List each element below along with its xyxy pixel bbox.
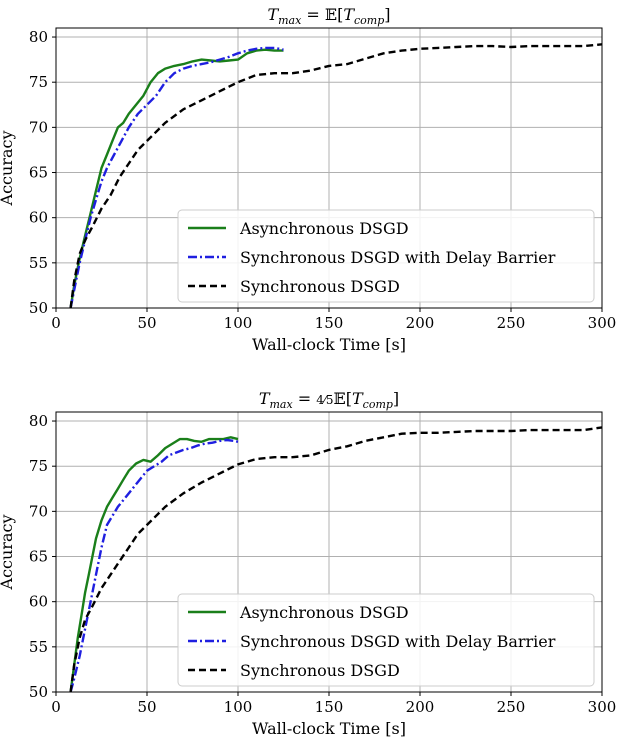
x-tick-label: 300: [588, 314, 617, 332]
title-frac: 4⁄5: [316, 393, 333, 407]
legend-label: Synchronous DSGD with Delay Barrier: [240, 248, 556, 267]
title-close: ]: [393, 389, 399, 408]
y-tick-label: 65: [29, 164, 48, 182]
x-tick-label: 100: [224, 698, 253, 716]
x-tick-label: 200: [406, 314, 435, 332]
y-tick-label: 70: [29, 118, 48, 136]
x-tick-label: 100: [224, 314, 253, 332]
x-axis-ticks: 0 50 100 150 200 250 300: [51, 692, 616, 716]
y-tick-label: 80: [29, 412, 48, 430]
x-tick-label: 150: [315, 314, 344, 332]
y-tick-label: 55: [29, 638, 48, 656]
title-rest: = 𝔼[: [301, 5, 343, 24]
legend: Asynchronous DSGD Synchronous DSGD with D…: [177, 209, 595, 303]
legend-label: Asynchronous DSGD: [239, 219, 409, 238]
y-tick-label: 60: [29, 209, 48, 227]
y-tick-label: 50: [29, 683, 48, 701]
title-sub2: comp: [363, 398, 393, 411]
y-tick-label: 80: [29, 28, 48, 46]
x-tick-label: 50: [137, 698, 156, 716]
legend-label: Asynchronous DSGD: [239, 603, 409, 622]
x-tick-label: 50: [137, 314, 156, 332]
x-tick-label: 0: [51, 698, 61, 716]
title-eq: =: [293, 389, 317, 408]
legend: Asynchronous DSGD Synchronous DSGD with D…: [177, 593, 595, 687]
title-t2: T: [352, 389, 364, 408]
chart-title: Tmax = 𝔼[Tcomp]: [267, 5, 390, 27]
title-t2: T: [343, 5, 355, 24]
legend-box: [177, 209, 595, 303]
chart-title: Tmax = 4⁄5𝔼[Tcomp]: [259, 389, 399, 411]
series-line-0: [69, 48, 284, 309]
x-axis-label: Wall-clock Time [s]: [252, 335, 406, 354]
y-axis-label: Accuracy: [0, 515, 16, 591]
y-tick-label: 55: [29, 254, 48, 272]
title-sub2: comp: [354, 14, 384, 27]
series-layer: [69, 43, 603, 309]
series-line-1: [69, 438, 239, 693]
y-tick-label: 50: [29, 299, 48, 317]
x-axis-ticks: 0 50 100 150 200 250 300: [51, 308, 616, 332]
y-tick-label: 75: [29, 457, 48, 475]
series-layer: [69, 426, 603, 693]
y-tick-label: 60: [29, 593, 48, 611]
legend-label: Synchronous DSGD with Delay Barrier: [240, 632, 556, 651]
series-line-1: [69, 46, 284, 309]
x-tick-label: 150: [315, 698, 344, 716]
legend-box: [177, 593, 595, 687]
y-axis-ticks: 50 55 60 65 70 75 80: [29, 28, 56, 317]
y-axis-ticks: 50 55 60 65 70 75 80: [29, 412, 56, 701]
title-t: T: [259, 389, 271, 408]
y-tick-label: 65: [29, 548, 48, 566]
series-line-0: [69, 436, 239, 693]
x-tick-label: 200: [406, 698, 435, 716]
title-t: T: [267, 5, 279, 24]
y-tick-label: 70: [29, 502, 48, 520]
title-close: ]: [384, 5, 390, 24]
y-axis-label: Accuracy: [0, 131, 16, 207]
series-line-2: [69, 43, 603, 309]
x-tick-label: 0: [51, 314, 61, 332]
title-sub: max: [269, 398, 293, 411]
x-axis-label: Wall-clock Time [s]: [252, 719, 406, 738]
y-tick-label: 75: [29, 73, 48, 91]
title-rest: 𝔼[: [334, 389, 352, 408]
legend-label: Synchronous DSGD: [240, 661, 400, 680]
legend-label: Synchronous DSGD: [240, 277, 400, 296]
x-tick-label: 250: [497, 698, 526, 716]
x-tick-label: 300: [588, 698, 617, 716]
series-line-2: [69, 426, 603, 693]
x-tick-label: 250: [497, 314, 526, 332]
title-sub: max: [278, 14, 302, 27]
